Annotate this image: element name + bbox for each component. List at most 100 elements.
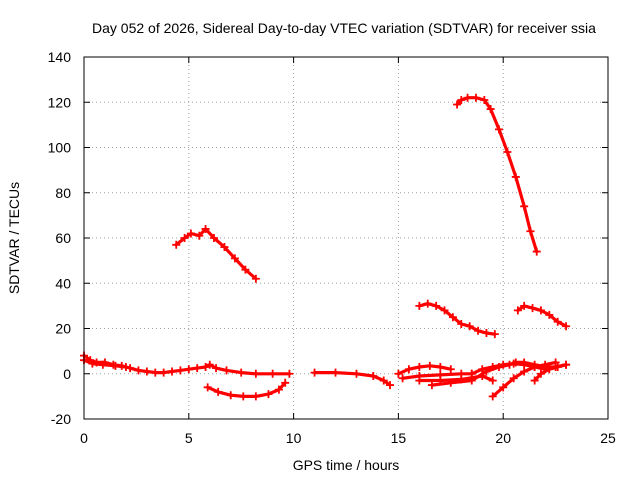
data-point bbox=[541, 360, 550, 369]
y-tick-label: -20 bbox=[51, 411, 71, 427]
data-point bbox=[168, 367, 177, 376]
data-point bbox=[201, 362, 210, 371]
data-point bbox=[88, 359, 97, 368]
data-point bbox=[490, 330, 499, 339]
data-point bbox=[226, 391, 235, 400]
data-point bbox=[463, 93, 472, 102]
data-point bbox=[551, 358, 560, 367]
data-point bbox=[203, 383, 212, 392]
series-line bbox=[417, 302, 497, 336]
series-layer bbox=[80, 93, 571, 401]
series-line bbox=[313, 371, 392, 387]
data-point bbox=[415, 301, 424, 310]
data-point bbox=[478, 365, 487, 374]
data-point bbox=[474, 326, 483, 335]
series-line bbox=[174, 227, 258, 281]
data-point bbox=[528, 304, 537, 313]
data-point bbox=[520, 367, 529, 376]
data-point bbox=[134, 366, 143, 375]
x-axis-label: GPS time / hours bbox=[293, 457, 400, 473]
series-arc-12 bbox=[530, 360, 571, 385]
x-tick-label: 15 bbox=[391, 430, 407, 446]
data-point bbox=[448, 313, 457, 322]
data-point bbox=[212, 364, 221, 373]
y-tick-label: 100 bbox=[48, 140, 72, 156]
data-point bbox=[205, 360, 214, 369]
data-point bbox=[503, 148, 512, 157]
data-point bbox=[488, 376, 497, 385]
data-point bbox=[222, 366, 231, 375]
data-point bbox=[251, 392, 260, 401]
series-arc-5 bbox=[310, 368, 395, 390]
data-point bbox=[230, 254, 239, 263]
data-point bbox=[159, 368, 168, 377]
data-point bbox=[241, 265, 250, 274]
data-point bbox=[195, 231, 204, 240]
data-point bbox=[446, 365, 455, 374]
data-point bbox=[398, 374, 407, 383]
data-point bbox=[511, 172, 520, 181]
data-point bbox=[509, 359, 518, 368]
data-point bbox=[545, 365, 554, 374]
data-point bbox=[499, 360, 508, 369]
data-point bbox=[274, 385, 283, 394]
data-point bbox=[186, 229, 195, 238]
data-point bbox=[562, 360, 571, 369]
data-point bbox=[467, 376, 476, 385]
data-point bbox=[281, 378, 290, 387]
y-axis-label: SDTVAR / TECUs bbox=[6, 182, 22, 294]
data-point bbox=[488, 392, 497, 401]
data-point bbox=[465, 322, 474, 331]
series-line bbox=[455, 96, 539, 254]
data-point bbox=[193, 364, 202, 373]
y-tick-label: 0 bbox=[63, 366, 71, 382]
data-point bbox=[545, 310, 554, 319]
series-line bbox=[516, 304, 568, 328]
data-point bbox=[530, 362, 539, 371]
data-point bbox=[532, 247, 541, 256]
series-arc-14 bbox=[453, 93, 541, 256]
data-point bbox=[201, 224, 210, 233]
data-point bbox=[251, 274, 260, 283]
data-point bbox=[457, 95, 466, 104]
data-point bbox=[446, 378, 455, 387]
y-tick-label: 140 bbox=[48, 49, 72, 65]
data-point bbox=[480, 95, 489, 104]
y-tick-label: 20 bbox=[55, 321, 71, 337]
data-point bbox=[209, 234, 218, 242]
data-point bbox=[251, 369, 260, 378]
data-point bbox=[151, 368, 160, 377]
y-tick-label: 40 bbox=[55, 275, 71, 291]
data-point bbox=[180, 234, 189, 242]
data-point bbox=[172, 240, 181, 249]
x-tick-label: 20 bbox=[495, 430, 511, 446]
series-arc-6 bbox=[394, 361, 455, 378]
data-point bbox=[436, 362, 445, 371]
chart-title: Day 052 of 2026, Sidereal Day-to-day VTE… bbox=[92, 20, 596, 36]
series-arc-4 bbox=[203, 378, 290, 401]
data-point bbox=[486, 105, 495, 114]
data-point bbox=[423, 299, 432, 308]
data-point bbox=[126, 364, 135, 373]
series-arc-3 bbox=[172, 224, 260, 283]
data-point bbox=[467, 369, 476, 378]
data-point bbox=[453, 100, 462, 109]
y-tick-label: 120 bbox=[48, 94, 72, 110]
series-line bbox=[206, 381, 287, 398]
data-point bbox=[553, 362, 562, 371]
data-point bbox=[386, 381, 395, 390]
data-point bbox=[415, 376, 424, 385]
data-point bbox=[184, 365, 193, 374]
data-point bbox=[526, 227, 535, 236]
data-point bbox=[352, 369, 361, 378]
data-point bbox=[457, 319, 466, 328]
x-tick-label: 5 bbox=[185, 430, 193, 446]
x-tick-label: 10 bbox=[286, 430, 302, 446]
data-point bbox=[237, 368, 246, 377]
data-point bbox=[509, 374, 518, 383]
data-point bbox=[536, 306, 545, 315]
data-point bbox=[121, 362, 130, 371]
tick-layer: 0 5 10 15 20 25 -20 0 20 40 60 80 100 120 140 bbox=[48, 49, 616, 446]
data-point bbox=[214, 387, 223, 396]
